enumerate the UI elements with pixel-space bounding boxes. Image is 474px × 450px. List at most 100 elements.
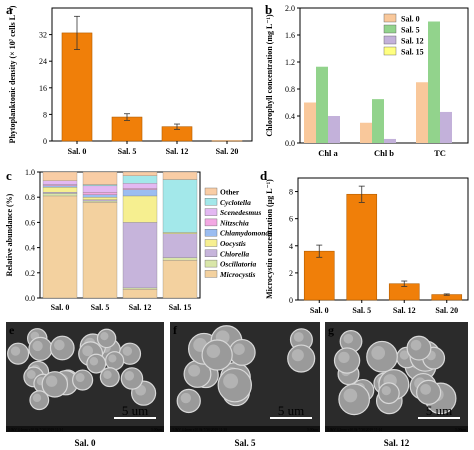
c-y-tick-label: 0.4 (25, 244, 35, 253)
c-y-tick-label: 0.2 (25, 269, 35, 278)
a-y-axis-label: Phytoplanktonic density (× 10⁷ cells L⁻¹… (8, 5, 17, 143)
c-legend-swatch (204, 270, 218, 278)
d-x-tick-label: Sal. 0 (310, 306, 329, 315)
sem-cell-highlight (343, 388, 358, 403)
sem-cell-highlight (399, 350, 409, 360)
c-y-axis-label: Relative abundance (%) (5, 193, 14, 276)
panel-letter-d: d (260, 168, 268, 183)
c-segment-cyclotella-3 (122, 175, 158, 184)
sem-cell-highlight (75, 373, 85, 383)
c-legend-swatch (204, 218, 218, 227)
sem-cell-highlight (10, 346, 21, 356)
c-legend-swatch (204, 187, 218, 196)
sem-info-strip (6, 426, 164, 432)
b-x-tick-label: Chl b (374, 148, 394, 158)
d-y-axis-label: Microcystin concentration (µg L⁻¹) (265, 179, 274, 299)
sem-cell-highlight (410, 339, 422, 351)
sem-scale-label: 5 um (426, 403, 452, 418)
c-legend-swatch (204, 228, 218, 237)
panel-letter-a: a (6, 2, 13, 17)
c-segment-oscillatoria-2 (82, 200, 118, 203)
c-legend-swatch (204, 239, 218, 247)
sem-cell-highlight (381, 385, 391, 396)
b-y-axis-label: Chlorophyll concentration (mg L⁻¹) (265, 14, 274, 137)
a-x-tick-label: Sal. 0 (68, 147, 87, 156)
panel-letter-c: c (6, 168, 12, 183)
b-y-tick-label: 1.2 (285, 58, 295, 67)
c-segment-scenedesmus-1 (42, 180, 78, 185)
c-x-tick-label: Sal. 5 (91, 303, 110, 312)
a-plot-frame (51, 7, 253, 142)
c-y-tick-label: 0.0 (25, 294, 35, 303)
c-legend-label: Other (220, 188, 240, 197)
sem-caption: Sal. 5 (234, 438, 256, 448)
b-bar-sal12-1 (328, 116, 340, 143)
b-bar-sal5-2 (372, 99, 384, 143)
d-y-tick-label: 8 (289, 188, 293, 197)
c-legend-swatch (204, 249, 218, 258)
sem-scalebar-text: 5.00um (151, 428, 162, 432)
b-bar-sal0-1 (304, 102, 316, 143)
a-y-tick-label: 0 (43, 137, 47, 146)
b-legend-swatch (383, 35, 397, 45)
a-y-tick-label: 24 (39, 57, 47, 66)
sem-cell-highlight (54, 339, 65, 351)
b-bar-sal0-3 (416, 82, 428, 143)
sem-scalebar-text: 5.00um (455, 428, 466, 432)
b-bar-sal5-3 (428, 21, 440, 143)
c-segment-other-1 (42, 171, 78, 181)
c-segment-scenedesmus-3 (122, 183, 158, 189)
d-y-tick-label: 6 (289, 215, 293, 224)
c-segment-microcystis-4 (162, 260, 198, 299)
c-legend-swatch (204, 198, 218, 206)
a-x-tick-label: Sal. 12 (166, 147, 189, 156)
c-segment-nitzschia-3 (122, 188, 158, 190)
c-segment-chlorella-3 (122, 222, 158, 289)
sem-cell-highlight (32, 340, 43, 352)
sem-caption: Sal. 0 (74, 438, 96, 448)
sem-cell-highlight (82, 345, 93, 357)
c-segment-chlamydomonas-3 (122, 189, 158, 197)
sem-image-e: 3.0kV 4.4mm x10.0k 7/30/2019 11:34 5.00um… (6, 322, 164, 448)
b-y-tick-label: 0.4 (285, 112, 295, 121)
sem-cell-highlight (188, 364, 201, 377)
sem-cell-highlight (122, 346, 133, 356)
sem-info-text: 3.0kV 4.4mm x10.0k 7/30/2019 11:34 (8, 428, 63, 432)
c-segment-chlorella-1 (42, 192, 78, 194)
a-y-tick-label: 16 (39, 84, 47, 93)
c-segment-cyclotella-2 (82, 184, 118, 187)
sem-cell-highlight (124, 371, 135, 381)
c-segment-oocystis-4 (162, 232, 198, 234)
c-y-tick-label: 0.8 (25, 193, 35, 202)
a-x-tick-label: Sal. 5 (118, 147, 137, 156)
c-legend-label: Microcystis (219, 270, 255, 279)
c-legend-label: Chlorella (220, 249, 249, 258)
c-segment-chlorella-4 (162, 233, 198, 258)
a-y-tick-label: 8 (43, 110, 47, 119)
b-legend-label: Sal. 0 (401, 15, 420, 24)
sem-cell-highlight (45, 375, 58, 387)
sem-cell-highlight (206, 344, 221, 359)
c-plot-frame (39, 171, 201, 299)
sem-scale-label: 5 um (278, 403, 304, 418)
sem-cell-highlight (223, 373, 239, 389)
panel-letter-e: e (9, 323, 15, 337)
b-x-tick-label: Chl a (318, 148, 338, 158)
c-y-tick-label: 0.6 (25, 218, 35, 227)
c-segment-nitzschia-2 (82, 192, 118, 195)
c-x-tick-label: Sal. 0 (51, 303, 70, 312)
c-segment-chlamydomonas-2 (82, 194, 118, 198)
b-legend-swatch (383, 24, 397, 34)
c-segment-microcystis-1 (42, 195, 78, 299)
c-segment-microcystis-3 (122, 289, 158, 299)
c-legend-label: Chlamydomonas (220, 229, 272, 238)
b-legend-label: Sal. 5 (401, 26, 420, 35)
c-segment-microcystis-2 (82, 202, 118, 299)
c-segment-other-2 (82, 171, 118, 185)
sem-scale-label: 5 um (122, 403, 148, 418)
sem-cell-highlight (108, 354, 117, 363)
c-legend-label: Scenedesmus (220, 208, 261, 217)
b-y-tick-label: 0.0 (285, 139, 295, 148)
c-legend-label: Oscillatoria (220, 260, 257, 269)
